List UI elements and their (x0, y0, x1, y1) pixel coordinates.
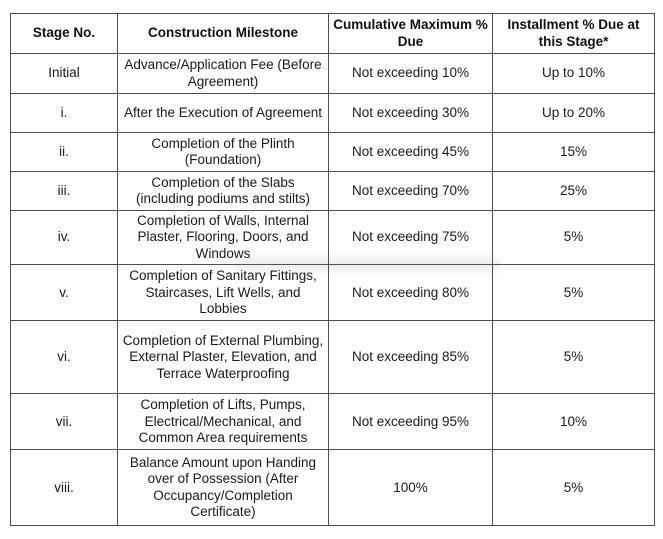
table-row-iv: iv. Completion of Walls, Internal Plaste… (10, 209, 655, 266)
cell-stage: i. (10, 93, 118, 133)
cell-milestone: Completion of the Plinth (Foundation) (117, 132, 329, 172)
table-row-viii: viii. Balance Amount upon Handing over o… (10, 449, 655, 527)
cell-milestone: Completion of Lifts, Pumps, Electrical/M… (117, 393, 329, 451)
cell-stage: vi. (10, 320, 118, 395)
cell-cumulative-max: Not exceeding 45% (328, 132, 493, 172)
cell-milestone: Completion of Walls, Internal Plaster, F… (117, 209, 329, 266)
table-row-initial: Initial Advance/Application Fee (Before … (10, 53, 655, 94)
cell-installment: 25% (492, 171, 655, 211)
table-row-iii: iii. Completion of the Slabs (including … (10, 171, 655, 211)
cell-stage: iii. (10, 171, 118, 211)
cell-milestone: Completion of Sanitary Fittings, Stairca… (117, 264, 329, 322)
cell-cumulative-max: Not exceeding 70% (328, 171, 493, 211)
cell-milestone: Completion of the Slabs (including podiu… (117, 171, 329, 211)
cell-installment: 5% (492, 264, 655, 322)
cell-installment: 10% (492, 393, 655, 451)
cell-cumulative-max: Not exceeding 30% (328, 93, 493, 133)
header-stage-no: Stage No. (10, 13, 118, 54)
cell-cumulative-max: Not exceeding 75% (328, 209, 493, 266)
table-row-i: i. After the Execution of Agreement Not … (10, 93, 655, 133)
cell-stage: v. (10, 264, 118, 322)
cell-cumulative-max: Not exceeding 10% (328, 53, 493, 94)
cell-stage: iv. (10, 209, 118, 266)
cell-cumulative-max: Not exceeding 85% (328, 320, 493, 395)
cell-cumulative-max: Not exceeding 80% (328, 264, 493, 322)
cell-installment: Up to 10% (492, 53, 655, 94)
cell-milestone: Advance/Application Fee (Before Agreemen… (117, 53, 329, 94)
cell-installment: 5% (492, 209, 655, 266)
table-row-vii: vii. Completion of Lifts, Pumps, Electri… (10, 393, 655, 451)
table-row-vi: vi. Completion of External Plumbing, Ext… (10, 320, 655, 395)
cell-milestone: Completion of External Plumbing, Externa… (117, 320, 329, 395)
header-cumulative-max-due: Cumulative Maximum % Due (328, 13, 493, 54)
table-header-row: Stage No. Construction Milestone Cumulat… (10, 13, 655, 54)
cell-cumulative-max: Not exceeding 95% (328, 393, 493, 451)
cell-stage: ii. (10, 132, 118, 172)
cell-installment: 5% (492, 320, 655, 395)
cell-milestone: After the Execution of Agreement (117, 93, 329, 133)
header-construction-milestone: Construction Milestone (117, 13, 329, 54)
cell-cumulative-max: 100% (328, 449, 493, 527)
table-row-v: v. Completion of Sanitary Fittings, Stai… (10, 264, 655, 322)
cell-installment: Up to 20% (492, 93, 655, 133)
cell-installment: 15% (492, 132, 655, 172)
cell-stage: vii. (10, 393, 118, 451)
cell-installment: 5% (492, 449, 655, 527)
cell-milestone: Balance Amount upon Handing over of Poss… (117, 449, 329, 527)
cell-stage: viii. (10, 449, 118, 527)
table-row-ii: ii. Completion of the Plinth (Foundation… (10, 132, 655, 172)
payment-schedule-table: Stage No. Construction Milestone Cumulat… (10, 13, 655, 527)
cell-stage: Initial (10, 53, 118, 94)
header-installment-due: Installment % Due at this Stage* (492, 13, 655, 54)
